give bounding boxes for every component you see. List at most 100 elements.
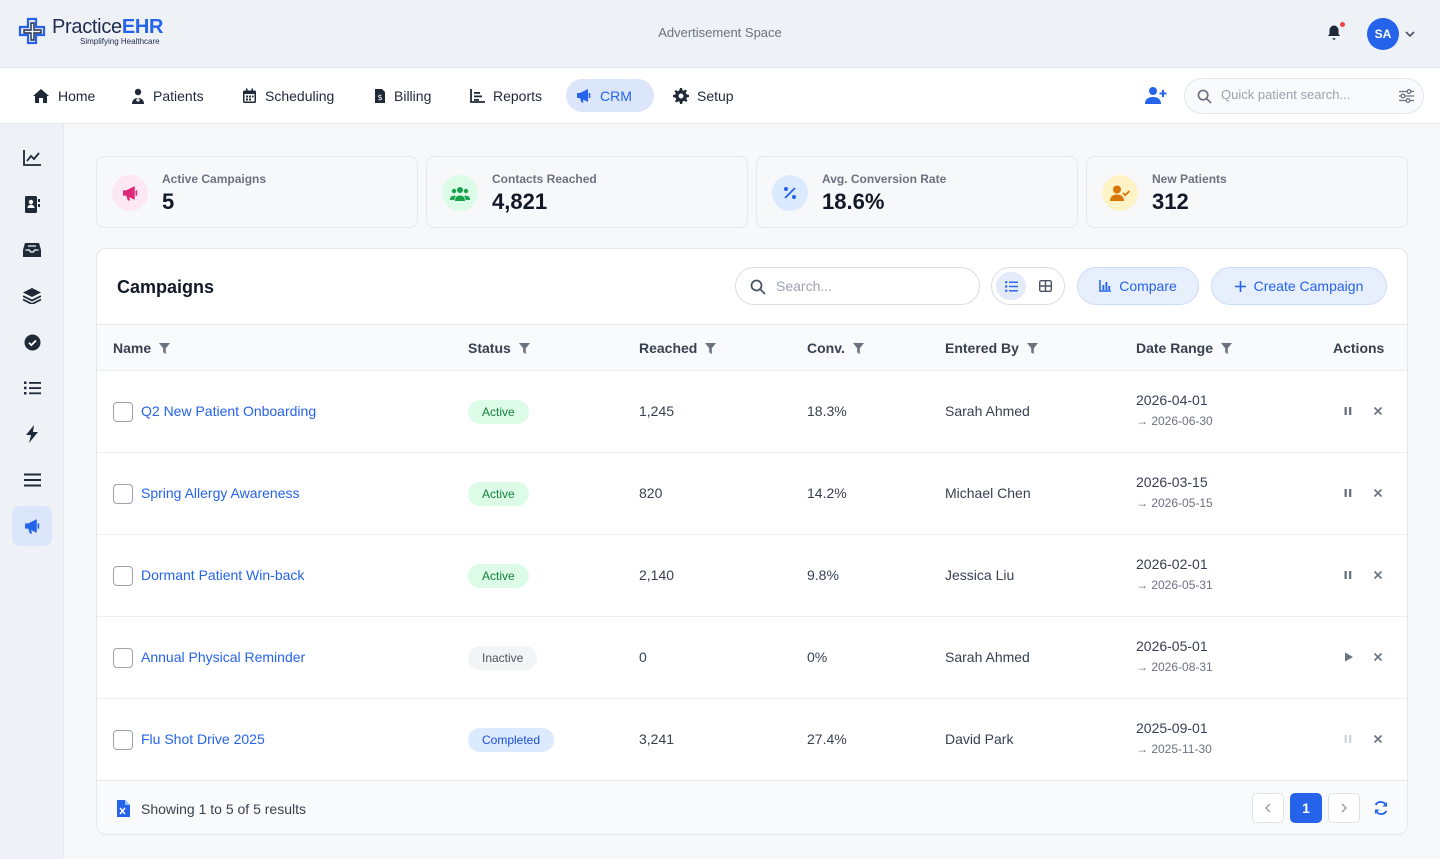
list-view-button[interactable]: [996, 272, 1026, 300]
nav-crm[interactable]: CRM: [566, 79, 654, 112]
col-status[interactable]: Status: [468, 340, 530, 356]
entered-by-value: Sarah Ahmed: [945, 403, 1030, 419]
col-entered-by[interactable]: Entered By: [945, 340, 1038, 356]
row-checkbox[interactable]: [113, 484, 133, 504]
nav-setup[interactable]: Setup: [663, 79, 744, 112]
layers-icon: [23, 288, 41, 304]
nav-billing[interactable]: $ Billing: [364, 79, 441, 112]
notification-dot: [1340, 22, 1345, 27]
stat-card-new-patients: New Patients 312: [1086, 156, 1408, 228]
date-start: 2026-04-01: [1136, 392, 1208, 408]
col-actions: Actions: [1333, 340, 1385, 356]
svg-text:$: $: [377, 93, 382, 102]
campaign-search[interactable]: [735, 267, 980, 305]
stat-card-contacts-reached: Contacts Reached 4,821: [426, 156, 748, 228]
nav-home-label: Home: [58, 87, 96, 104]
status-badge: Active: [468, 482, 529, 506]
table-row: Spring Allergy Awareness Active 820 14.2…: [97, 452, 1407, 534]
nav-home[interactable]: Home: [22, 79, 105, 112]
refresh-icon[interactable]: [1373, 800, 1389, 816]
bar-chart-icon: [1099, 280, 1112, 292]
date-end: → 2026-05-31: [1136, 578, 1213, 592]
table-row: Q2 New Patient Onboarding Active 1,245 1…: [97, 370, 1407, 452]
add-patient-button[interactable]: [1145, 86, 1167, 104]
row-checkbox[interactable]: [113, 566, 133, 586]
close-icon[interactable]: [1373, 734, 1383, 744]
sidebar-item-campaigns[interactable]: [12, 506, 52, 546]
megaphone-icon: [24, 519, 39, 534]
sidebar-item-automations[interactable]: [12, 414, 52, 454]
col-conv[interactable]: Conv.: [807, 340, 864, 356]
entered-by-value: Jessica Liu: [945, 567, 1015, 583]
pause-icon[interactable]: [1343, 569, 1353, 581]
next-page-button[interactable]: [1328, 793, 1360, 823]
col-reached[interactable]: Reached: [639, 340, 717, 356]
sidebar-item-lists[interactable]: [12, 368, 52, 408]
prev-page-button[interactable]: [1252, 793, 1284, 823]
nav-patients[interactable]: Patients: [121, 79, 214, 112]
filter-icon[interactable]: [159, 342, 171, 354]
sidebar-item-layers[interactable]: [12, 276, 52, 316]
quick-patient-search-input[interactable]: [1221, 87, 1391, 102]
row-checkbox[interactable]: [113, 402, 133, 422]
row-checkbox[interactable]: [113, 648, 133, 668]
col-status-label: Status: [468, 340, 511, 356]
col-date-range[interactable]: Date Range: [1136, 340, 1233, 356]
close-icon[interactable]: [1373, 652, 1383, 662]
play-icon[interactable]: [1343, 651, 1354, 663]
patients-icon: [132, 88, 144, 104]
chart-line-icon: [23, 150, 41, 166]
quick-patient-search[interactable]: [1184, 78, 1424, 114]
billing-icon: $: [375, 88, 385, 103]
campaign-name-link[interactable]: Flu Shot Drive 2025: [141, 731, 265, 747]
nav-patients-label: Patients: [153, 87, 204, 104]
col-name[interactable]: Name: [113, 340, 171, 356]
campaign-name-link[interactable]: Q2 New Patient Onboarding: [141, 403, 317, 419]
megaphone-icon: [577, 89, 591, 103]
sliders-filter-icon[interactable]: [1399, 89, 1414, 103]
nav-crm-label: CRM: [600, 87, 632, 104]
logo-name-a: Practice: [52, 16, 122, 38]
filter-icon[interactable]: [705, 342, 717, 354]
close-icon[interactable]: [1373, 406, 1383, 416]
menu-lines-icon: [23, 473, 41, 487]
practiceehr-logo[interactable]: PracticeEHR Simplifying Healthcare: [18, 17, 163, 47]
filter-icon[interactable]: [1221, 342, 1233, 354]
nav-billing-label: Billing: [394, 87, 432, 104]
page-button-current[interactable]: 1: [1290, 793, 1322, 823]
col-date-range-label: Date Range: [1136, 340, 1214, 356]
grid-view-button[interactable]: [1030, 272, 1060, 300]
users-icon: [450, 186, 470, 201]
excel-export-icon[interactable]: [116, 800, 130, 817]
status-badge: Active: [468, 564, 529, 588]
chevron-down-icon[interactable]: [1404, 28, 1416, 40]
filter-icon[interactable]: [518, 342, 530, 354]
sidebar-item-contacts[interactable]: [12, 184, 52, 224]
create-campaign-button[interactable]: Create Campaign: [1211, 267, 1387, 305]
user-avatar[interactable]: SA: [1367, 18, 1399, 50]
conv-value: 14.2%: [807, 485, 847, 501]
compare-button[interactable]: Compare: [1077, 267, 1199, 305]
campaign-name-link[interactable]: Spring Allergy Awareness: [141, 485, 300, 501]
pause-icon[interactable]: [1343, 487, 1353, 499]
pause-icon[interactable]: [1343, 405, 1353, 417]
sidebar-item-analytics[interactable]: [12, 138, 52, 178]
close-icon[interactable]: [1373, 488, 1383, 498]
filter-icon[interactable]: [852, 342, 864, 354]
campaign-search-input[interactable]: [776, 278, 966, 294]
chevron-right-icon: [1341, 803, 1348, 813]
stat-value: 5: [162, 189, 175, 214]
bell-icon: [1328, 25, 1340, 40]
nav-reports[interactable]: Reports: [460, 79, 552, 112]
campaign-name-link[interactable]: Dormant Patient Win-back: [141, 567, 305, 583]
sidebar-item-tasks[interactable]: [12, 322, 52, 362]
filter-icon[interactable]: [1026, 342, 1038, 354]
notifications-button[interactable]: [1325, 22, 1345, 47]
campaign-name-link[interactable]: Annual Physical Reminder: [141, 649, 306, 665]
nav-scheduling[interactable]: Scheduling: [232, 79, 344, 112]
nav-scheduling-label: Scheduling: [265, 87, 335, 104]
row-checkbox[interactable]: [113, 730, 133, 750]
sidebar-item-inbox[interactable]: [12, 230, 52, 270]
close-icon[interactable]: [1373, 570, 1383, 580]
sidebar-item-menu[interactable]: [12, 460, 52, 500]
